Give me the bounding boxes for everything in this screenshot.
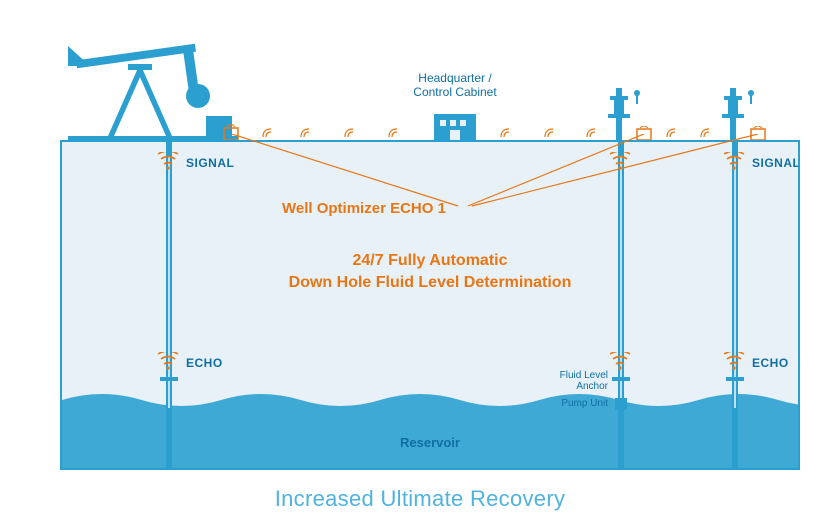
echo-device-icon [750,126,766,140]
hq-label: Headquarter / Control Cabinet [400,72,510,100]
radio-waves-icon [300,128,314,138]
echo-up-icon [722,352,746,370]
echo-up-icon [156,352,180,370]
footer-text: Increased Ultimate Recovery [0,486,840,512]
headline-line2: Down Hole Fluid Level Determination [62,274,798,292]
wellhead-icon [606,88,632,142]
anchor-mark-icon [160,374,178,384]
pump-unit-icon [612,398,630,410]
diagram-canvas: Headquarter / Control Cabinet [0,0,840,516]
hq-building-icon [428,108,482,142]
reservoir-label: Reservoir [62,435,798,450]
wellhead-icon [720,88,746,142]
anchor-mark-icon [726,374,744,384]
optimizer-label: Well Optimizer ECHO 1 [282,200,446,217]
radio-waves-icon [388,128,402,138]
signal-label: SIGNAL [186,156,234,170]
headline-line1: 24/7 Fully Automatic [62,252,798,270]
pump-unit-label: Pump Unit [536,398,608,409]
pumpjack-icon [68,38,238,142]
echo-up-icon [608,352,632,370]
wellbore [618,142,624,468]
signal-label: SIGNAL [752,156,800,170]
subsurface-frame: SIGNAL SIGNAL ECHO ECHO Fluid Level Anch… [60,140,800,470]
radio-waves-icon [544,128,558,138]
signal-down-icon [156,152,180,170]
echo-label: ECHO [752,356,789,370]
radio-waves-icon [700,128,714,138]
radio-waves-icon [666,128,680,138]
echo-device-icon [222,124,240,140]
antenna-icon [632,90,642,104]
echo-device-icon [636,126,652,140]
fluid-surface-icon [62,386,798,408]
wellbore [166,142,172,468]
wellbore [732,142,738,468]
radio-waves-icon [586,128,600,138]
anchor-mark-icon [612,374,630,384]
antenna-icon [746,90,756,104]
fluid-level-label: Fluid Level Anchor [536,370,608,392]
radio-waves-icon [500,128,514,138]
signal-down-icon [722,152,746,170]
signal-down-icon [608,152,632,170]
echo-label: ECHO [186,356,223,370]
radio-waves-icon [344,128,358,138]
radio-waves-icon [262,128,276,138]
